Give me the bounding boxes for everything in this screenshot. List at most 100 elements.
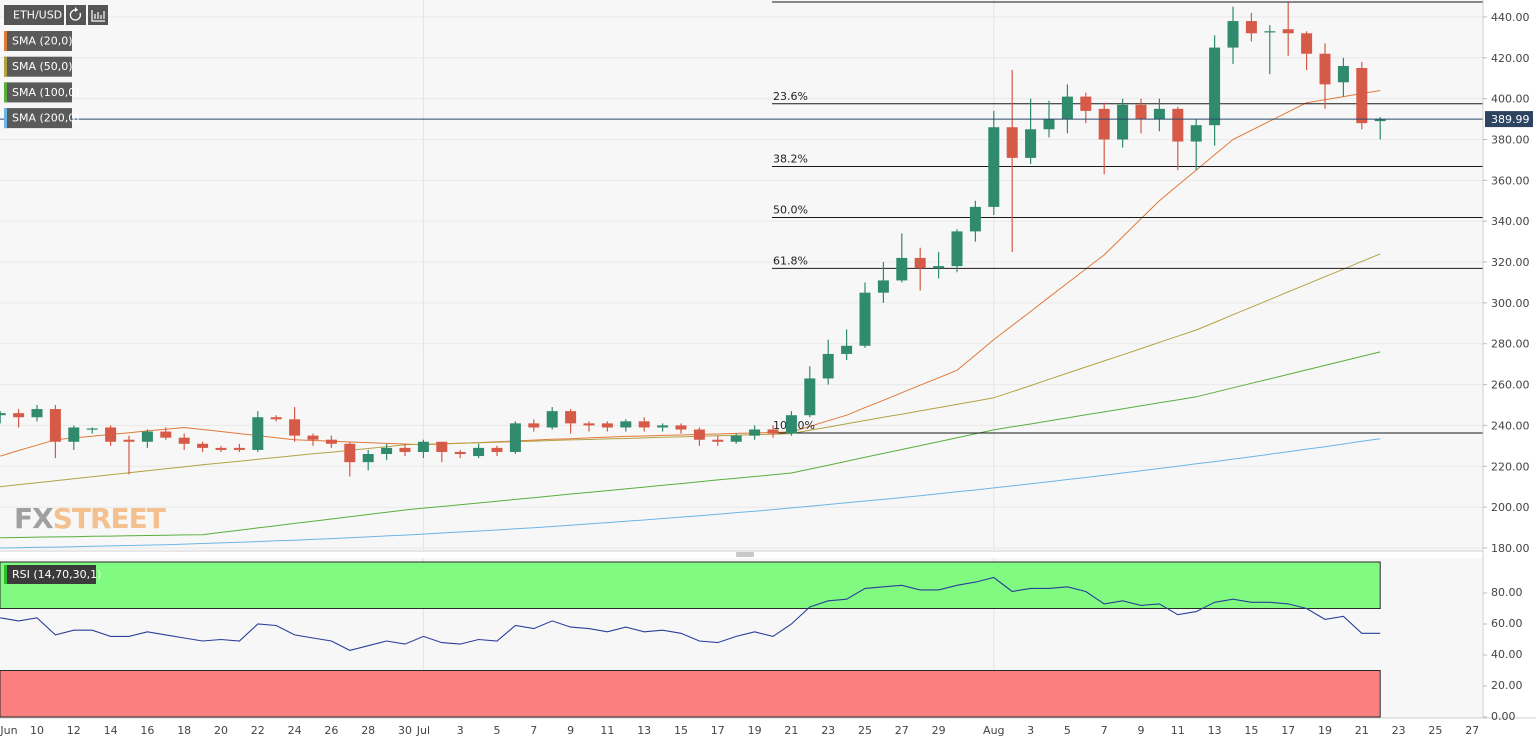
refresh-button[interactable] <box>66 5 86 25</box>
rsi-band <box>0 670 1381 718</box>
x-tick-label: 15 <box>674 724 688 737</box>
candle-body <box>841 345 853 354</box>
candle-body <box>785 415 797 434</box>
x-tick-label: 11 <box>1171 724 1185 737</box>
sma-legend-box <box>4 108 72 129</box>
candle-body <box>859 292 871 346</box>
x-tick-label: 25 <box>858 724 872 737</box>
x-tick-label: 9 <box>1138 724 1145 737</box>
candle-body <box>804 378 816 416</box>
candle-body <box>31 409 43 418</box>
rsi-band <box>0 561 1381 609</box>
last-price-box <box>1485 111 1533 128</box>
x-tick-label: 5 <box>494 724 501 737</box>
sma-line <box>0 438 1381 549</box>
candle-body <box>767 429 779 434</box>
candle-body <box>675 425 687 430</box>
price-panel <box>0 0 1483 550</box>
candle-body <box>1245 21 1257 34</box>
candle-body <box>951 231 963 267</box>
candle-body <box>1264 31 1276 33</box>
candle-body <box>215 447 227 450</box>
y-tick-label: 220.00 <box>1491 460 1530 473</box>
candle-body <box>123 439 135 442</box>
candle-body <box>1356 68 1368 124</box>
x-tick-label: 7 <box>1101 724 1108 737</box>
candle-body <box>1080 96 1092 111</box>
overlay-legend: SMA (20,0) SMA (50,0) SMA (100,0) SMA (200,… <box>4 31 80 129</box>
candle-body <box>1098 108 1110 140</box>
candle-body <box>601 423 613 428</box>
rsi-line <box>0 576 1381 651</box>
candle-body <box>565 411 577 424</box>
sma-line <box>0 351 1381 539</box>
x-tick-label: 13 <box>1208 724 1222 737</box>
x-tick-label: 24 <box>288 724 302 737</box>
candle-body <box>1025 129 1037 158</box>
x-tick-label: 19 <box>748 724 762 737</box>
x-tick-label: 17 <box>711 724 725 737</box>
sma-legend-label: SMA (100,0) <box>12 86 80 99</box>
x-tick-label: 23 <box>1392 724 1406 737</box>
sma-line <box>0 90 1381 457</box>
candle-body <box>362 454 374 463</box>
candle-body <box>325 439 337 444</box>
fib-label: 23.6% <box>773 90 808 103</box>
x-tick-label: 13 <box>637 724 651 737</box>
candle-body <box>1135 104 1147 120</box>
candle-body <box>399 447 411 452</box>
candle-body <box>877 280 889 293</box>
x-tick-label: 10 <box>30 724 44 737</box>
x-tick-label: 9 <box>567 724 574 737</box>
sma-legend-box <box>4 31 72 51</box>
marks: 23.6%38.2%50.0%61.8%100.0% <box>0 1 1483 651</box>
candle-body <box>436 441 448 452</box>
x-tick-label: Aug <box>983 724 1004 737</box>
x-tick-label: 29 <box>932 724 946 737</box>
candle-body <box>1374 119 1386 122</box>
candle-body <box>712 439 724 442</box>
y-tick-label: 360.00 <box>1491 174 1530 187</box>
y-tick-label: 260.00 <box>1491 379 1530 392</box>
x-tick-label: 7 <box>530 724 537 737</box>
candle-body <box>252 417 264 450</box>
x-tick-label: 16 <box>140 724 154 737</box>
sma-legend-swatch <box>4 56 7 77</box>
candle-body <box>1153 108 1165 120</box>
sma-legend-box <box>4 82 72 103</box>
sma-legend-box <box>4 56 72 77</box>
candle-body <box>68 427 80 442</box>
candle-body <box>233 447 245 450</box>
candle-body <box>270 417 282 420</box>
candle-body <box>1209 47 1221 126</box>
fib-label: 61.8% <box>773 254 808 267</box>
resize-handle[interactable] <box>736 552 754 557</box>
refresh-arrow <box>75 7 78 12</box>
candle-body <box>344 443 356 463</box>
x-tick-label: 11 <box>600 724 614 737</box>
rsi-legend-stripe <box>4 565 7 584</box>
candle-body <box>730 435 742 442</box>
candle-body <box>528 423 540 428</box>
sma-legend-label: SMA (20,0) <box>12 35 73 48</box>
candle-body <box>1043 119 1055 130</box>
x-tick-label: 14 <box>104 724 118 737</box>
x-tick-label: 12 <box>67 724 81 737</box>
fib-label: 38.2% <box>773 152 808 165</box>
x-tick-label: Jul <box>416 724 430 737</box>
sma-legend-swatch <box>4 108 7 129</box>
y-tick-label: 180.00 <box>1491 542 1530 555</box>
candle-body <box>933 266 945 269</box>
candle-body <box>546 411 558 428</box>
rsi-y-tick-label: 40.00 <box>1491 648 1523 661</box>
x-tick-label: 3 <box>457 724 464 737</box>
fib-label: 50.0% <box>773 204 808 217</box>
refresh-icon <box>69 9 82 21</box>
y-tick-label: 240.00 <box>1491 419 1530 432</box>
sma-line <box>0 253 1381 488</box>
symbol-box[interactable] <box>4 5 64 25</box>
rsi-y-tick-label: 20.00 <box>1491 679 1523 692</box>
watermark: FXSTREET <box>14 502 166 535</box>
